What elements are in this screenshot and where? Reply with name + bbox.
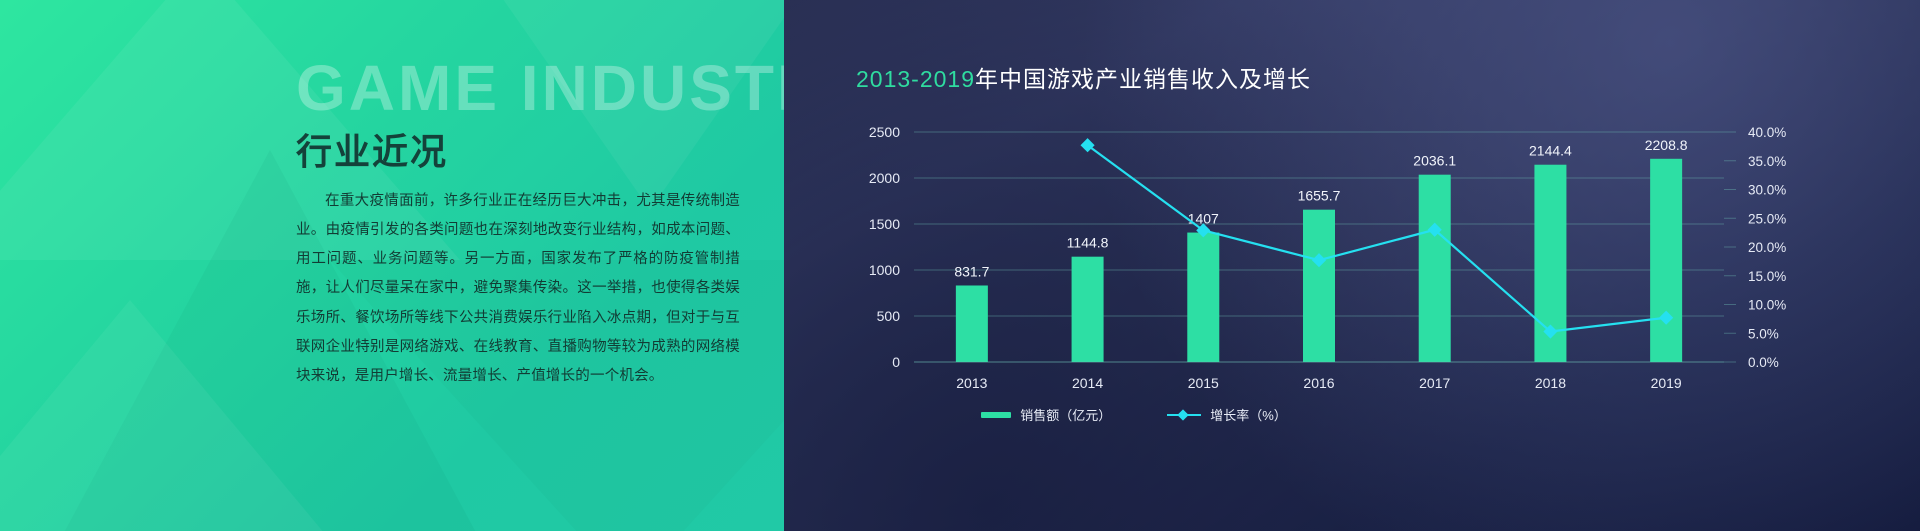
x-axis-tick: 2015 — [1188, 375, 1219, 391]
bar-value-label: 2144.4 — [1529, 143, 1572, 159]
y-axis-right-tick: 15.0% — [1748, 269, 1786, 284]
y-axis-right-tick: 40.0% — [1748, 125, 1786, 140]
chart-legend: 销售额（亿元） 增长率（%） — [784, 405, 1484, 424]
y-axis-right-tick: 20.0% — [1748, 240, 1786, 255]
chart-title-years: 2013-2019 — [856, 66, 975, 92]
y-axis-left-tick: 2500 — [869, 124, 900, 140]
watermark-text: GAME INDUSTRY — [296, 52, 784, 124]
legend-item-growth[interactable]: 增长率（%） — [1167, 405, 1287, 424]
x-axis-tick: 2017 — [1419, 375, 1450, 391]
decorative-polygon-1 — [0, 0, 460, 260]
y-axis-left-tick: 0 — [892, 354, 900, 370]
bar-value-label: 1655.7 — [1298, 188, 1341, 204]
decorative-polygon-4 — [330, 260, 784, 531]
chart-panel: 2013-2019年中国游戏产业销售收入及增长 0 500 1000 1500 2000… — [784, 0, 1920, 531]
page-title: 行业近况 — [296, 131, 449, 173]
bar-value-label: 2208.8 — [1645, 137, 1688, 153]
line-data-point[interactable] — [1311, 253, 1327, 268]
y-axis-left-tick: 500 — [877, 308, 901, 324]
decorative-polygon-5 — [0, 300, 380, 531]
combo-chart: 0 500 1000 1500 2000 2500 0.0% 5.0% 10.0% 15.0% 20… — [869, 124, 1786, 391]
bar-value-label: 2036.1 — [1413, 153, 1456, 169]
x-axis-tick: 2019 — [1651, 375, 1682, 391]
growth-rate-line — [1086, 144, 1668, 333]
decorative-polygon-3 — [420, 0, 784, 210]
legend-item-sales[interactable]: 销售额（亿元） — [981, 405, 1111, 424]
bar[interactable] — [1418, 174, 1451, 362]
line-data-point[interactable] — [1080, 138, 1095, 153]
bar-swatch-icon — [981, 411, 1012, 418]
bar[interactable] — [1650, 158, 1683, 362]
y-axis-right-tick: 5.0% — [1748, 326, 1779, 341]
y-axis-right-tick: 25.0% — [1748, 211, 1786, 226]
x-axis-tick: 2018 — [1535, 375, 1566, 391]
bar-value-label: 831.7 — [954, 263, 989, 279]
y-axis-left-tick: 1500 — [869, 216, 900, 232]
x-axis-tick: 2014 — [1072, 375, 1103, 391]
x-axis-tick: 2013 — [956, 375, 987, 391]
bar[interactable] — [1187, 232, 1220, 362]
bar[interactable] — [1303, 209, 1335, 362]
line-data-point[interactable] — [1543, 324, 1558, 339]
bar-value-label: 1407 — [1188, 211, 1219, 227]
chart-plot-area: 0 500 1000 1500 2000 2500 0.0% 5.0% 10.0% 15.0% 20… — [824, 118, 1884, 408]
y-axis-left-tick: 1000 — [869, 262, 900, 278]
chart-title: 2013-2019年中国游戏产业销售收入及增长 — [856, 60, 1311, 94]
bar[interactable] — [955, 285, 988, 362]
legend-label-growth: 增长率（%） — [1210, 408, 1287, 423]
y-axis-right-tick: 0.0% — [1748, 355, 1779, 370]
bar-value-label: 1144.8 — [1067, 235, 1109, 251]
y-axis-right-tick: 35.0% — [1748, 154, 1786, 169]
line-diamond-swatch-icon — [1167, 408, 1202, 421]
left-content-panel: GAME INDUSTRY 行业近况 在重大疫情面前，许多行业正在经历巨大冲击，… — [0, 0, 784, 531]
y-axis-right-tick: 30.0% — [1748, 183, 1786, 198]
legend-label-sales: 销售额（亿元） — [1020, 408, 1112, 423]
y-axis-left-tick: 2000 — [869, 170, 900, 186]
y-axis-right-tick: 10.0% — [1748, 298, 1786, 313]
bar[interactable] — [1071, 256, 1104, 362]
chart-title-text: 年中国游戏产业销售收入及增长 — [975, 66, 1311, 92]
decorative-polygon-2 — [60, 150, 480, 531]
x-axis-tick: 2016 — [1303, 375, 1334, 391]
body-paragraph: 在重大疫情面前，许多行业正在经历巨大冲击，尤其是传统制造业。由疫情引发的各类问题… — [296, 192, 740, 385]
